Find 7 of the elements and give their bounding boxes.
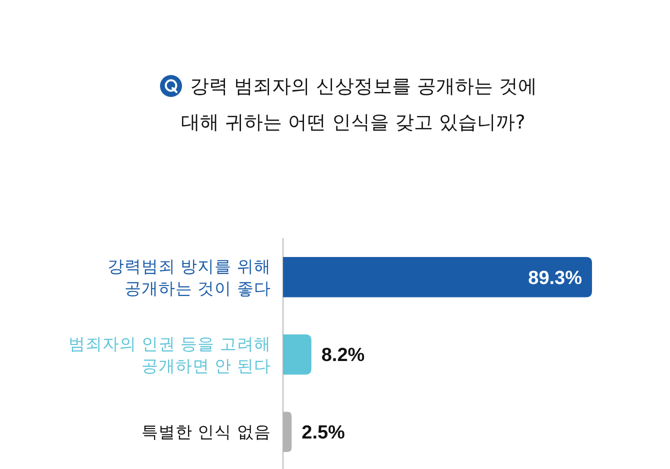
data-label: 8.2% [321,345,365,366]
data-label: 2.5% [302,422,346,444]
y-tick-label: 범죄자의 인권 등을 고려해 공개하면 안 된다 [68,334,271,376]
y-tick-label: 강력범죄 방지를 위해 공개하는 것이 좋다 [108,256,271,298]
y-tick-label: 특별한 인식 없음 [142,422,271,442]
data-label: 89.3% [528,268,582,289]
chart-title: 강력 범죄자의 신상정보를 공개하는 것에 대해 귀하는 어떤 인식을 갖고 있습니까? [181,76,538,134]
